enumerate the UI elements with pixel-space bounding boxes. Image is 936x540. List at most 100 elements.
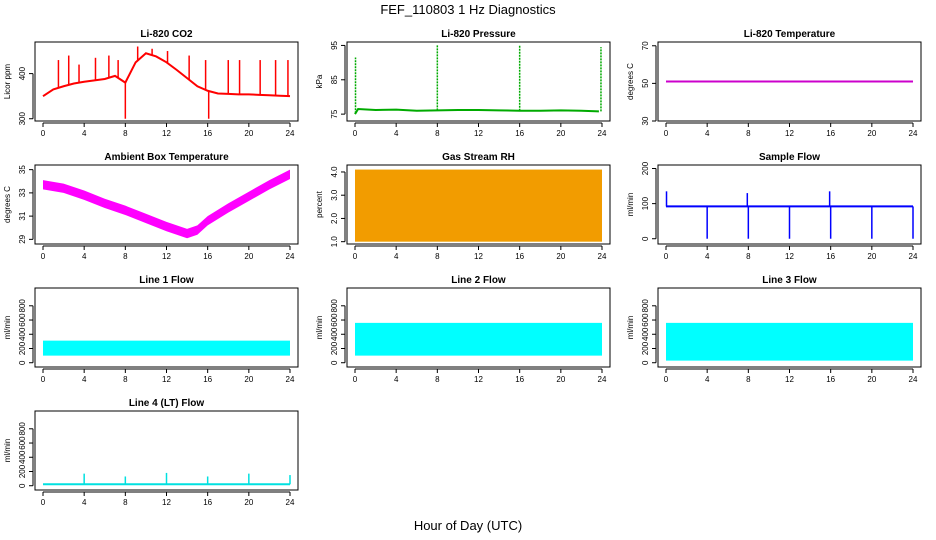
x-tick-label: 16 [826,375,835,384]
y-axis-label: Licor ppm [3,64,12,99]
x-tick-label: 12 [162,129,171,138]
y-tick-label: 800 [18,299,27,313]
plot-frame [657,164,922,245]
y-tick-label: 33 [18,188,27,197]
plot-frame [346,41,611,122]
y-tick-label: 2.0 [330,212,339,224]
x-tick-label: 0 [41,129,46,138]
y-tick-label: 50 [641,78,650,87]
x-tick-label: 8 [435,375,440,384]
x-tick-label: 4 [394,129,399,138]
x-tick-label: 0 [353,129,358,138]
panel-line4: Line 4 (LT) Flow ml/min 0 4 8 12 16 20 24 0 200400… [3,398,299,507]
y-tick-label: 200 [18,464,27,478]
x-tick-label: 16 [515,252,524,261]
panel-boxtemp: Ambient Box Temperature degrees C 0 4 8 12 16 2… [3,152,299,261]
y-tick-label: 300 [18,112,27,126]
x-tick-label: 20 [244,375,253,384]
x-tick-label: 0 [664,129,669,138]
y-axis-label: ml/min [626,193,635,217]
y-tick-label: 100 [641,196,650,210]
x-tick-label: 16 [826,252,835,261]
x-tick-label: 24 [598,252,607,261]
y-axis-label: degrees C [626,63,635,100]
y-tick-label: 31 [18,211,27,220]
y-tick-label: 200 [330,341,339,355]
y-tick-label: 600 [18,436,27,450]
x-tick-label: 24 [909,375,918,384]
x-tick-label: 8 [435,129,440,138]
x-axis-label: Hour of Day (UTC) [413,518,523,533]
y-tick-label: 30 [641,116,650,125]
y-tick-label: 4.0 [330,166,339,178]
y-tick-label: 200 [641,161,650,175]
data-band [666,322,913,361]
plot-area [43,472,291,486]
y-axis-label: ml/min [3,439,12,463]
panel-temp: Li-820 Temperature degrees C 0 4 8 12 16 20 24 30… [626,29,922,138]
y-tick-label: 85 [330,75,339,84]
y-tick-label: 75 [330,109,339,118]
x-tick-label: 12 [785,252,794,261]
panel-title: Line 1 Flow [139,275,194,286]
x-tick-label: 24 [286,375,295,384]
plot-frame [657,287,922,368]
x-tick-label: 4 [705,375,710,384]
x-tick-label: 8 [123,129,128,138]
data-series-0 [354,107,599,115]
y-tick-label: 400 [330,327,339,341]
x-tick-label: 4 [82,252,87,261]
y-axis-label: degrees C [3,186,12,223]
y-tick-label: 35 [18,165,27,174]
data-series-0 [42,52,291,98]
y-tick-label: 800 [330,299,339,313]
x-tick-label: 4 [394,375,399,384]
y-tick-label: 1.0 [330,236,339,248]
x-tick-label: 8 [746,252,751,261]
x-tick-label: 24 [598,129,607,138]
y-tick-label: 600 [641,313,650,327]
x-tick-label: 0 [41,375,46,384]
x-tick-label: 4 [705,252,710,261]
x-tick-label: 12 [785,375,794,384]
y-tick-label: 200 [18,341,27,355]
panel-title: Sample Flow [759,152,820,163]
y-tick-label: 600 [330,313,339,327]
panel-title: Line 4 (LT) Flow [129,398,205,409]
y-tick-label: 400 [18,66,27,80]
plot-area [42,46,291,119]
panel-title: Gas Stream RH [442,152,515,163]
x-tick-label: 20 [556,252,565,261]
plot-frame [34,287,299,368]
x-tick-label: 24 [909,129,918,138]
y-tick-label: 70 [641,41,650,50]
x-tick-label: 24 [598,375,607,384]
panel-title: Li-820 Pressure [441,29,516,40]
plot-area [354,45,602,115]
y-tick-label: 400 [18,327,27,341]
plot-area [355,169,602,242]
x-tick-label: 4 [82,129,87,138]
x-tick-label: 8 [123,375,128,384]
plot-area [43,340,290,356]
x-tick-label: 12 [162,498,171,507]
y-tick-label: 400 [18,450,27,464]
x-tick-label: 4 [394,252,399,261]
x-tick-label: 8 [123,252,128,261]
data-band [355,169,602,242]
x-tick-label: 20 [244,129,253,138]
panel-sampleflow: Sample Flow ml/min 0 4 8 12 16 20 24 0 100 200 [626,152,922,261]
figure-title: FEF_110803 1 Hz Diagnostics [380,2,556,17]
x-tick-label: 16 [203,375,212,384]
x-tick-label: 20 [244,498,253,507]
x-tick-label: 4 [82,498,87,507]
x-tick-label: 16 [203,498,212,507]
x-tick-label: 12 [474,129,483,138]
x-tick-label: 12 [785,129,794,138]
y-axis-label: ml/min [3,316,12,340]
panel-line1: Line 1 Flow ml/min 0 4 8 12 16 20 24 0 20040060080… [3,275,299,384]
x-tick-label: 8 [435,252,440,261]
x-tick-label: 20 [867,129,876,138]
x-tick-label: 0 [353,252,358,261]
